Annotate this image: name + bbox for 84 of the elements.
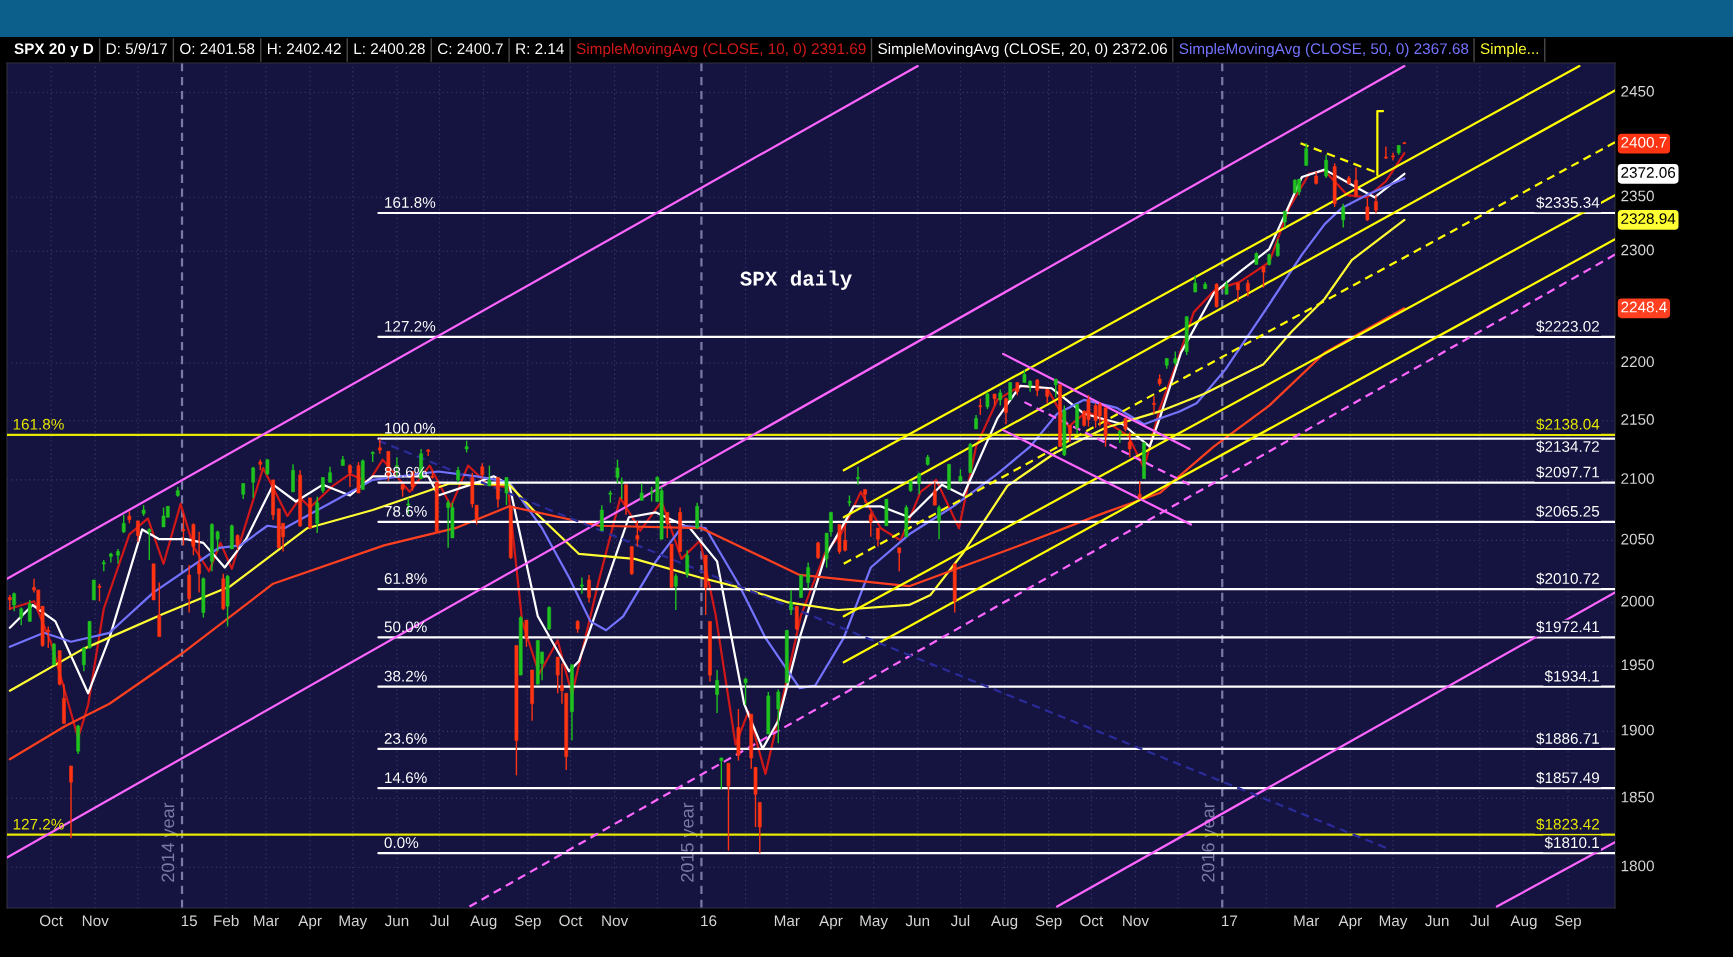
annotation: 78.6% xyxy=(384,505,427,517)
x-tick-label: 15 xyxy=(181,915,197,927)
text: C: 2400.7 xyxy=(438,43,503,55)
x-tick-label: Mar xyxy=(1294,915,1320,927)
annotation: 161.8% xyxy=(385,197,436,208)
data-label: $2223.02 xyxy=(1536,320,1599,333)
x-tick-label: Aug xyxy=(1510,915,1537,930)
text: SPX daily xyxy=(740,270,852,290)
x-tick-label: Jun xyxy=(1425,915,1449,927)
text: L: 2400.28 xyxy=(354,43,425,55)
annotation: 23.6% xyxy=(384,733,427,744)
annotation: 38.2% xyxy=(384,670,427,682)
x-tick-label: Jul xyxy=(950,914,970,927)
x-tick-label: Jun xyxy=(384,915,409,927)
x-tick-label: 16 xyxy=(701,915,717,927)
text: SPX 20 y D xyxy=(14,43,94,58)
y-tick-label: 2100 xyxy=(1621,473,1654,484)
data-label: $1972.41 xyxy=(1536,620,1599,634)
x-tick-label: Mar xyxy=(254,915,279,927)
x-tick-label: Jul xyxy=(1470,914,1489,927)
x-tick-label: Nov xyxy=(82,915,109,927)
y-tick-label: 2300 xyxy=(1621,244,1654,256)
annotation: 61.8% xyxy=(384,573,427,584)
x-tick-label: Aug xyxy=(470,915,497,930)
x-tick-label: Apr xyxy=(819,915,843,930)
ref-line-label: 2014 year xyxy=(161,802,178,882)
y-tick-label: 1900 xyxy=(1621,724,1654,736)
data-label: $1886.71 xyxy=(1536,732,1599,745)
data-label: $1810.1 xyxy=(1544,836,1599,849)
text: D: 5/9/17 xyxy=(106,42,167,55)
y-tick-label: 1800 xyxy=(1621,860,1654,872)
y-tick-label: 2450 xyxy=(1621,85,1654,97)
x-tick-label: Sep xyxy=(1035,915,1062,930)
annotation: 0.0% xyxy=(384,837,419,849)
x-tick-label: Oct xyxy=(39,915,63,927)
x-tick-label: Nov xyxy=(1123,915,1149,927)
text: O: 2401.58 xyxy=(180,43,255,55)
x-tick-label: Jun xyxy=(905,915,930,927)
y-tick-label: 2372.06 xyxy=(1621,167,1676,178)
x-tick-label: 17 xyxy=(1222,915,1238,927)
x-tick-label: Jul xyxy=(430,914,449,927)
y-tick-label: 2200 xyxy=(1621,356,1654,368)
data-label: $2134.72 xyxy=(1536,440,1599,453)
text: SimpleMovingAvg (CLOSE, 10, 0) 2391.69 xyxy=(576,42,866,58)
annotation: 100.0% xyxy=(385,422,436,434)
annotation: 127.2% xyxy=(385,320,436,332)
y-tick-label: 2350 xyxy=(1621,190,1654,202)
y-tick-label: 2150 xyxy=(1621,414,1654,425)
x-tick-label: May xyxy=(339,915,368,930)
data-label: $1934.1 xyxy=(1544,670,1599,683)
x-tick-label: Nov xyxy=(602,915,629,927)
x-tick-label: Mar xyxy=(774,915,800,927)
text: Simple... xyxy=(1480,42,1539,58)
data-label: $2097.71 xyxy=(1536,466,1599,479)
annotation: 161.8% xyxy=(13,418,64,430)
y-tick-label: 2400.7 xyxy=(1621,136,1667,148)
x-tick-label: May xyxy=(1379,915,1408,930)
data-label: $1823.42 xyxy=(1536,818,1599,831)
data-label: $2138.04 xyxy=(1536,418,1600,431)
x-tick-label: Sep xyxy=(1555,915,1581,930)
text: SimpleMovingAvg (CLOSE, 50, 0) 2367.68 xyxy=(1179,42,1469,58)
y-tick-label: 2000 xyxy=(1621,595,1654,607)
data-label: $2010.72 xyxy=(1536,572,1599,585)
annotation: 127.2% xyxy=(13,818,64,830)
x-tick-label: Oct xyxy=(559,915,583,927)
y-tick-label: 2328.94 xyxy=(1621,213,1676,224)
x-tick-label: Apr xyxy=(1338,915,1362,930)
y-tick-label: 2050 xyxy=(1621,533,1654,545)
text: H: 2402.42 xyxy=(268,43,341,55)
x-tick-label: Aug xyxy=(990,915,1018,930)
text: SimpleMovingAvg (CLOSE, 20, 0) 2372.06 xyxy=(878,42,1167,58)
x-tick-label: Feb xyxy=(214,914,239,927)
annotation: 14.6% xyxy=(385,772,427,784)
y-tick-label: 1850 xyxy=(1621,791,1654,803)
data-label: $2335.34 xyxy=(1536,196,1600,209)
y-tick-label: 1950 xyxy=(1621,659,1654,671)
y-tick-label: 2248.4 xyxy=(1621,301,1667,313)
x-tick-label: Oct xyxy=(1080,915,1104,927)
text: R: 2.14 xyxy=(516,43,564,54)
x-tick-label: Sep xyxy=(514,915,541,930)
data-label: $1857.49 xyxy=(1536,771,1599,784)
data-label: $2065.25 xyxy=(1536,505,1600,518)
x-tick-label: May xyxy=(860,915,889,930)
x-tick-label: Apr xyxy=(298,915,322,930)
